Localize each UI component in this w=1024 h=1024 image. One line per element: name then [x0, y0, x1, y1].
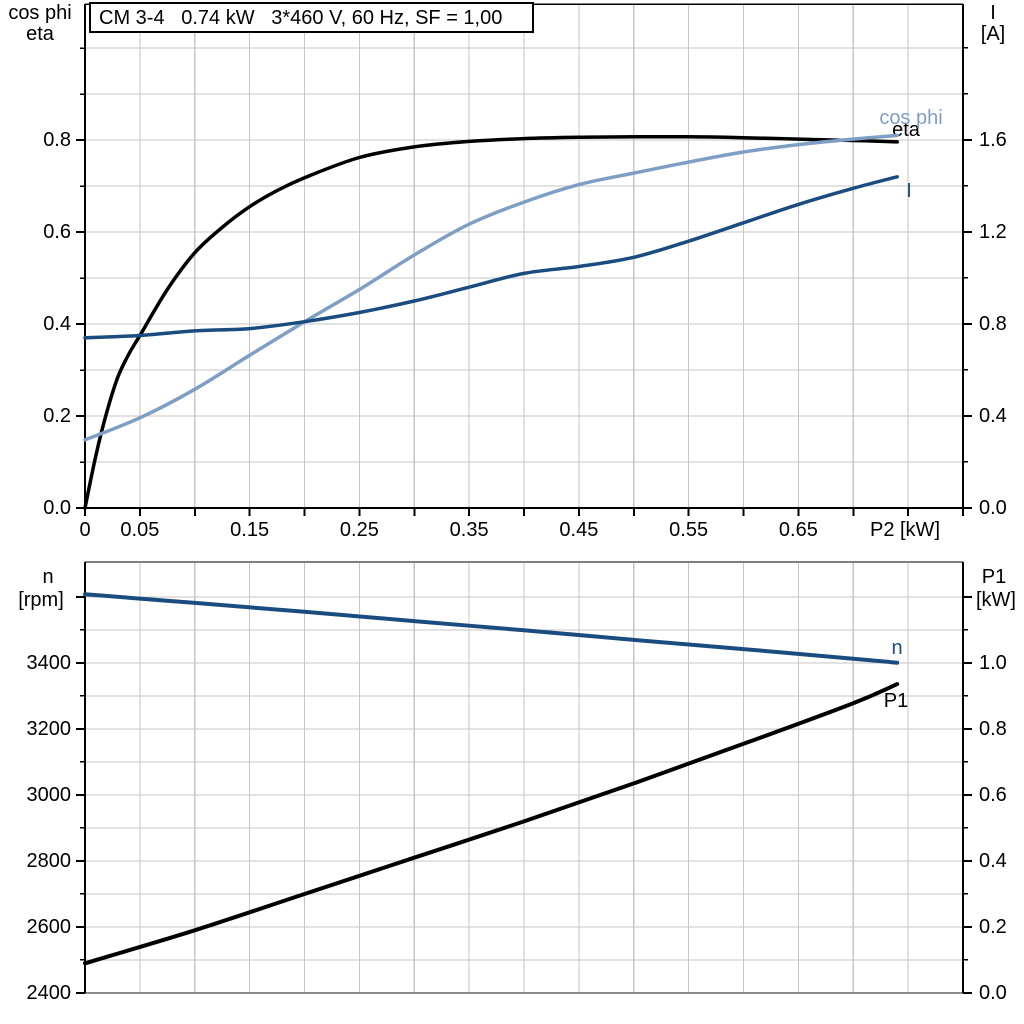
right-tick-label: 1.6 [979, 129, 1007, 151]
gridlines [85, 562, 963, 993]
axes [76, 561, 972, 994]
left-tick-label: 2800 [27, 850, 72, 872]
right-tick-label: 0.2 [979, 916, 1007, 938]
eta-curve [83, 134, 899, 510]
gridlines [85, 4, 963, 508]
top-chart: 0 0.05 0.15 0.25 0.35 0.45 0.55 0.65 P2 [kW] 0.0 0… [8, 2, 1007, 541]
left-tick-label: 0.4 [43, 313, 71, 335]
right-tick-label: 1.0 [979, 652, 1007, 674]
left-tick-label: 0.2 [43, 405, 71, 427]
left-tick-label: 2400 [27, 982, 72, 1004]
chart-title-box [89, 2, 534, 33]
chart-title: CM 3-4 0.74 kW 3*460 V, 60 Hz, SF = 1,00 [99, 7, 502, 29]
i-curve [83, 175, 899, 340]
left-tick-label: 3000 [27, 784, 72, 806]
x-tick-label: 0.35 [450, 519, 489, 541]
right-tick-label: 0.0 [979, 982, 1007, 1004]
i-curve-label: I [906, 180, 912, 202]
left-tick-label: 0.0 [43, 497, 71, 519]
right-tick-label: 0.8 [979, 718, 1007, 740]
right-axis-title: [kW] [976, 589, 1016, 611]
bottom-chart: 240026002800300032003400n[rpm]0.00.20.40… [18, 561, 1016, 1004]
x-tick-label: 0.65 [779, 519, 818, 541]
x-tick-label: 0.25 [340, 519, 379, 541]
right-axis-title: I [990, 2, 996, 24]
n-curve-label: n [891, 637, 902, 659]
left-axis-title: eta [26, 23, 55, 45]
left-tick-label: 3200 [27, 718, 72, 740]
x-tick-label: 0.05 [120, 519, 159, 541]
right-tick-label: 0.0 [979, 497, 1007, 519]
left-axis-title: [rpm] [18, 589, 64, 611]
left-tick-label: 0.8 [43, 129, 71, 151]
right-tick-label: 0.8 [979, 313, 1007, 335]
right-axis-title: P1 [982, 566, 1006, 588]
left-axis-title: cos phi [8, 2, 71, 24]
x-axis-title: P2 [kW] [870, 519, 940, 541]
p1-curve [83, 682, 900, 966]
cos-phi-curve [83, 133, 899, 442]
eta-curve-label: eta [892, 119, 921, 141]
right-tick-label: 1.2 [979, 221, 1007, 243]
left-tick-label: 0.6 [43, 221, 71, 243]
left-tick-label: 3400 [27, 652, 72, 674]
left-axis-title: n [42, 566, 53, 588]
n-curve [83, 592, 900, 665]
x-tick-label: 0.15 [230, 519, 269, 541]
right-tick-label: 0.4 [979, 850, 1007, 872]
left-tick-label: 2600 [27, 916, 72, 938]
cos-phi-curve-label: cos phi [879, 107, 942, 129]
right-tick-label: 0.4 [979, 405, 1007, 427]
right-axis-title: [A] [981, 23, 1005, 45]
x-tick-label: 0.45 [559, 519, 598, 541]
p1-curve-label: P1 [884, 690, 908, 712]
right-tick-label: 0.6 [979, 784, 1007, 806]
x-tick-label: 0.55 [669, 519, 708, 541]
x-tick-label: 0 [79, 519, 90, 541]
